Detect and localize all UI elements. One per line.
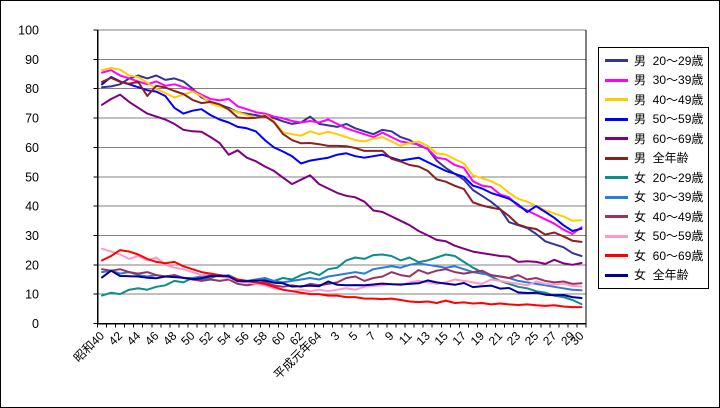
x-tick-label: 9 [382, 329, 397, 344]
x-tick-label: 58 [251, 328, 271, 348]
x-tick-label: 50 [178, 328, 198, 348]
y-tick-label: 60 [25, 141, 39, 155]
x-tick-label: 25 [522, 328, 542, 348]
y-tick-label: 50 [25, 170, 39, 184]
legend-label-f20: 女 20〜29歳 [634, 170, 704, 185]
x-tick-label: 60 [269, 328, 289, 348]
x-tick-label: 3 [328, 329, 343, 344]
legend-item-f20: 女 20〜29歳 [605, 169, 706, 187]
x-tick-label: 56 [233, 328, 253, 348]
y-tick-label: 10 [25, 288, 39, 302]
x-tick-label: 44 [124, 328, 144, 348]
y-tick-label: 70 [25, 112, 39, 126]
x-tick-label: 昭和40 [71, 328, 108, 365]
x-tick-label: 48 [160, 328, 180, 348]
legend-label-m50: 男 50〜59歳 [634, 112, 704, 127]
series-line-m40 [101, 66, 583, 222]
series-line-m30 [101, 69, 583, 235]
legend-label-mall: 男 全年齢 [634, 151, 689, 166]
x-tick-label: 11 [396, 328, 415, 347]
legend-line-swatch-m60 [605, 137, 628, 141]
series-line-f50 [101, 247, 583, 293]
y-tick-label: 30 [25, 229, 39, 243]
x-tick-label: 19 [468, 328, 488, 348]
legend-label-f30: 女 30〜39歳 [634, 190, 704, 205]
series-line-m20 [101, 74, 583, 257]
legend-label-f50: 女 50〜59歳 [634, 229, 704, 244]
legend-item-m30: 男 30〜39歳 [605, 71, 706, 89]
legend-line-swatch-f20 [605, 176, 628, 180]
series-line-m50 [101, 76, 583, 232]
legend-item-f60: 女 60〜69歳 [605, 247, 706, 265]
series-line-f60 [101, 249, 583, 309]
x-tick-label: 52 [196, 328, 216, 348]
series-line-fall [101, 269, 583, 299]
legend-item-f40: 女 40〜49歳 [605, 208, 706, 226]
legend-line-swatch-m20 [605, 59, 628, 63]
legend-label-m20: 男 20〜29歳 [634, 53, 704, 68]
legend-line-swatch-f40 [605, 215, 628, 219]
series-line-m60 [101, 93, 583, 266]
x-tick-label: 5 [346, 329, 361, 344]
y-tick-label: 100 [18, 24, 39, 38]
y-tick-label: 0 [32, 317, 39, 331]
legend-label-f40: 女 40〜49歳 [634, 209, 704, 224]
x-tick-label: 42 [106, 328, 126, 348]
y-tick-label: 40 [25, 200, 39, 214]
y-tick-label: 20 [25, 258, 39, 272]
legend-line-swatch-mall [605, 156, 628, 160]
legend-line-swatch-f30 [605, 195, 628, 199]
legend-item-m50: 男 50〜59歳 [605, 110, 706, 128]
x-tick-label: 23 [504, 328, 524, 348]
legend-line-swatch-m40 [605, 98, 628, 102]
x-tick-label: 17 [450, 328, 470, 348]
series-line-mall [101, 76, 583, 243]
x-tick-label: 7 [364, 329, 379, 344]
legend-line-swatch-f50 [605, 234, 628, 238]
x-tick-label: 27 [540, 328, 560, 348]
legend-item-f50: 女 50〜59歳 [605, 227, 706, 245]
legend-item-mall: 男 全年齢 [605, 149, 706, 167]
legend-line-swatch-m50 [605, 117, 628, 121]
legend-label-fall: 女 全年齢 [634, 268, 689, 283]
y-tick-label: 80 [25, 82, 39, 96]
legend-item-m20: 男 20〜29歳 [605, 52, 706, 70]
x-tick-label: 46 [142, 328, 162, 348]
x-tick-label: 54 [214, 328, 234, 348]
legend-line-swatch-f60 [605, 254, 628, 258]
legend-line-swatch-m30 [605, 78, 628, 82]
legend-item-m60: 男 60〜69歳 [605, 130, 706, 148]
legend-label-m30: 男 30〜39歳 [634, 73, 704, 88]
x-tick-label: 15 [432, 328, 452, 348]
legend-label-m60: 男 60〜69歳 [634, 131, 704, 146]
legend-label-f60: 女 60〜69歳 [634, 248, 704, 263]
legend-label-m40: 男 40〜49歳 [634, 92, 704, 107]
legend-item-fall: 女 全年齢 [605, 266, 706, 284]
legend-line-swatch-fall [605, 273, 628, 277]
x-tick-label: 13 [413, 328, 433, 348]
legend-item-f30: 女 30〜39歳 [605, 188, 706, 206]
y-tick-label: 90 [25, 53, 39, 67]
legend-item-m40: 男 40〜49歳 [605, 91, 706, 109]
legend: 男 20〜29歳 男 30〜39歳 男 40〜49歳 男 50〜59歳 男 60… [598, 47, 709, 289]
x-tick-label: 21 [486, 328, 506, 348]
